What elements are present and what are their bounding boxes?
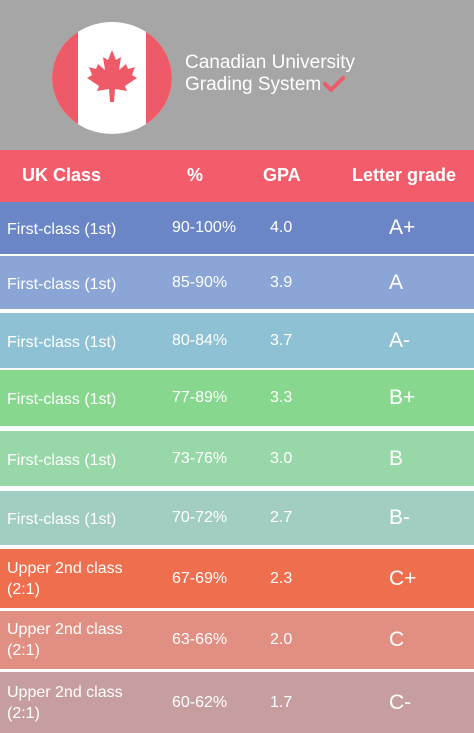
percent-cell: 63-66%: [172, 631, 228, 648]
uk-class-cell: First-class (1st): [7, 511, 117, 528]
page-title: Canadian University Grading System: [185, 52, 355, 96]
gpa-cell: 3.9: [270, 274, 293, 291]
letter-grade-cell: C-: [389, 691, 412, 714]
table-row: Upper 2nd class (2:1) 67-69% 2.3 C+: [0, 549, 474, 608]
table-row: Upper 2nd class (2:1) 60-62% 1.7 C-: [0, 672, 474, 733]
letter-grade-cell: B-: [389, 506, 410, 529]
percent-cell: 70-72%: [172, 509, 228, 526]
column-header-percent: %: [187, 165, 204, 185]
uk-class-cell: First-class (1st): [7, 221, 117, 238]
uk-class-cell: First-class (1st): [7, 276, 117, 293]
uk-class-cell: First-class (1st): [7, 391, 117, 408]
table-row: Upper 2nd class (2:1) 63-66% 2.0 C: [0, 611, 474, 669]
column-header-uk-class: UK Class: [22, 165, 102, 185]
gpa-cell: 2.0: [270, 631, 293, 648]
uk-class-line-2: (2:1): [7, 705, 40, 722]
percent-cell: 60-62%: [172, 694, 228, 711]
table-header: UK Class % GPA Letter grade: [0, 150, 474, 202]
uk-class-line-2: (2:1): [7, 642, 40, 659]
gpa-cell: 1.7: [270, 694, 293, 711]
gpa-cell: 4.0: [270, 219, 293, 236]
header-banner: Canadian University Grading System: [0, 0, 474, 150]
letter-grade-cell: A: [389, 271, 404, 294]
uk-class-cell: Upper 2nd class (2:1): [7, 558, 123, 600]
letter-grade-cell: C+: [389, 567, 417, 590]
letter-grade-cell: C: [389, 628, 405, 651]
uk-class-line-1: Upper 2nd class: [7, 684, 123, 701]
percent-cell: 90-100%: [172, 219, 237, 236]
checkmark-icon: [323, 76, 346, 92]
flag-left-band: [52, 22, 78, 134]
letter-grade-cell: B+: [389, 386, 416, 409]
title-line-1: Canadian University: [185, 52, 356, 73]
column-header-gpa: GPA: [263, 165, 301, 185]
gpa-cell: 3.0: [270, 450, 293, 467]
uk-class-line-2: (2:1): [7, 581, 40, 598]
gpa-cell: 3.7: [270, 332, 293, 349]
maple-leaf-icon: [87, 50, 137, 102]
table-row: First-class (1st) 85-90% 3.9 A: [0, 256, 474, 309]
title-line-2: Grading System: [185, 74, 355, 96]
percent-cell: 80-84%: [172, 332, 228, 349]
canada-flag-icon: [52, 22, 172, 134]
percent-cell: 67-69%: [172, 570, 228, 587]
percent-cell: 77-89%: [172, 389, 228, 406]
uk-class-line-1: Upper 2nd class: [7, 560, 123, 577]
percent-cell: 85-90%: [172, 274, 228, 291]
table-row: First-class (1st) 70-72% 2.7 B-: [0, 491, 474, 545]
letter-grade-cell: A+: [389, 216, 416, 239]
uk-class-line-1: Upper 2nd class: [7, 621, 123, 638]
uk-class-cell: Upper 2nd class (2:1): [7, 682, 123, 724]
gpa-cell: 2.3: [270, 570, 293, 587]
table-row: First-class (1st) 77-89% 3.3 B+: [0, 370, 474, 426]
uk-class-cell: First-class (1st): [7, 334, 117, 351]
uk-class-cell: Upper 2nd class (2:1): [7, 619, 123, 661]
gpa-cell: 3.3: [270, 389, 293, 406]
column-header-letter-grade: Letter grade: [352, 165, 457, 185]
table-row: First-class (1st) 73-76% 3.0 B: [0, 431, 474, 486]
table-row: First-class (1st) 80-84% 3.7 A-: [0, 313, 474, 368]
letter-grade-cell: A-: [389, 329, 410, 352]
flag-right-band: [146, 22, 172, 134]
letter-grade-cell: B: [389, 447, 404, 470]
percent-cell: 73-76%: [172, 450, 228, 467]
gpa-cell: 2.7: [270, 509, 293, 526]
table-row: First-class (1st) 90-100% 4.0 A+: [0, 202, 474, 254]
uk-class-cell: First-class (1st): [7, 452, 117, 469]
title-line-2-text: Grading System: [185, 74, 322, 95]
